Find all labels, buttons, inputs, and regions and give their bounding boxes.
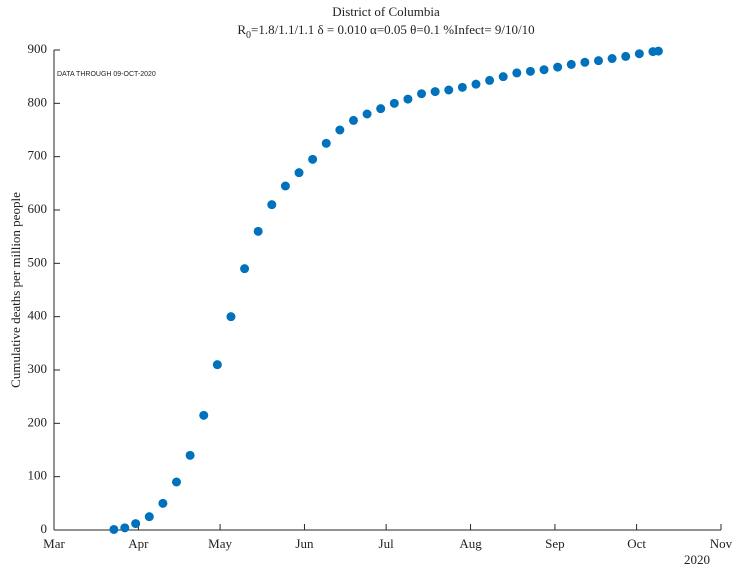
subtitle-part: R (237, 22, 246, 37)
data-point (131, 519, 141, 529)
data-point (525, 66, 535, 76)
data-point (212, 360, 222, 370)
data-point (471, 79, 481, 89)
data-point (348, 115, 358, 125)
data-point (621, 51, 631, 61)
data-point (376, 104, 386, 114)
y-tick-label: 300 (28, 361, 48, 376)
data-point (512, 68, 522, 78)
data-point (430, 87, 440, 97)
data-point (417, 89, 427, 99)
data-point (158, 498, 168, 508)
data-point (389, 98, 399, 108)
x-tick-label: Jun (295, 536, 314, 551)
data-point (120, 523, 130, 533)
data-point (634, 49, 644, 59)
y-tick-label: 900 (28, 41, 48, 56)
chart-subtitle: R0=1.8/1.1/1.1 δ = 0.010 α=0.05 θ=0.1 %I… (237, 22, 534, 41)
x-axis-label: 2020 (684, 552, 710, 566)
subtitle-part: =1.8/1.1/1.1 δ = 0.010 α=0.05 θ=0.1 %Inf… (251, 22, 535, 37)
data-point (321, 138, 331, 148)
data-point (240, 264, 250, 274)
x-tick-label: Sep (545, 536, 565, 551)
chart-title: District of Columbia (332, 4, 440, 19)
x-tick-label: May (208, 536, 232, 551)
y-axis-label: Cumulative deaths per million people (8, 192, 23, 388)
data-point (566, 59, 576, 69)
annotation: DATA THROUGH 09-OCT-2020 (57, 71, 156, 78)
data-point (607, 54, 617, 64)
data-point (109, 524, 119, 534)
data-point (253, 226, 263, 236)
data-point (226, 312, 236, 322)
data-point (539, 65, 549, 75)
x-tick-label: Nov (710, 536, 733, 551)
x-tick-label: Oct (627, 536, 646, 551)
x-tick-label: Mar (43, 536, 65, 551)
data-point (294, 168, 304, 178)
y-tick-label: 800 (28, 94, 48, 109)
data-point (308, 154, 318, 164)
data-point (172, 477, 182, 487)
data-point (485, 75, 495, 85)
data-point (185, 450, 195, 460)
x-tick-label: Jul (379, 536, 395, 551)
data-point (593, 56, 603, 66)
y-tick-label: 100 (28, 468, 48, 483)
y-tick-label: 200 (28, 414, 48, 429)
data-point (498, 72, 508, 82)
subtitle-subscript: 0 (246, 30, 251, 41)
data-point (362, 109, 372, 119)
data-point (553, 62, 563, 72)
data-point (580, 57, 590, 67)
data-point (653, 46, 663, 56)
y-tick-label: 500 (28, 254, 48, 269)
data-point (199, 410, 209, 420)
data-point (335, 125, 345, 135)
y-tick-label: 600 (28, 201, 48, 216)
x-tick-label: Aug (459, 536, 482, 551)
data-point (144, 512, 154, 522)
y-tick-label: 0 (41, 521, 48, 536)
data-point (457, 82, 467, 92)
data-point (267, 200, 277, 210)
data-point (403, 94, 413, 104)
data-point (444, 85, 454, 95)
x-tick-label: Apr (128, 536, 149, 551)
y-tick-label: 400 (28, 308, 48, 323)
data-point (280, 181, 290, 191)
y-tick-label: 700 (28, 148, 48, 163)
